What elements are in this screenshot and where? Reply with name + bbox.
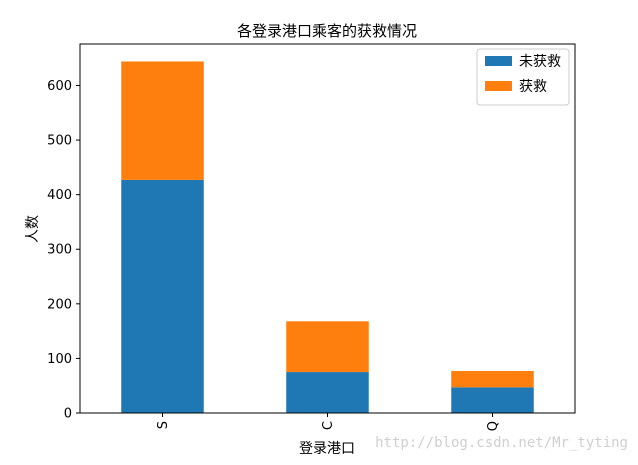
chart-title: 各登录港口乘客的获救情况 — [237, 22, 417, 40]
y-tick-label: 200 — [47, 297, 72, 312]
bar-S-series-1 — [121, 61, 204, 180]
bar-C-series-1 — [286, 321, 369, 373]
bar-C-series-0 — [286, 372, 369, 413]
legend-swatch-1 — [485, 81, 512, 91]
y-tick-label: 500 — [47, 134, 72, 149]
bars-layer — [121, 61, 534, 413]
legend-label-0: 未获救 — [519, 54, 561, 70]
bar-Q-series-0 — [451, 387, 534, 413]
x-tick-label: Q — [486, 421, 501, 431]
y-axis: 0 100 200 300 400 500 600 — [47, 79, 80, 422]
x-tick-label: C — [321, 421, 336, 430]
x-axis-label: 登录港口 — [299, 441, 355, 457]
y-axis-label: 人数 — [25, 215, 41, 243]
y-tick-label: 0 — [64, 407, 72, 422]
y-tick-label: 400 — [47, 188, 72, 203]
y-tick-label: 600 — [47, 79, 72, 94]
y-tick-label: 100 — [47, 352, 72, 367]
bar-S-series-0 — [121, 179, 204, 413]
legend-swatch-0 — [485, 56, 512, 66]
watermark-text: http://blog.csdn.net/Mr_tyting — [375, 435, 628, 451]
y-tick-label: 300 — [47, 243, 72, 258]
legend-label-1: 获救 — [519, 79, 547, 95]
x-tick-label: S — [156, 421, 171, 429]
bar-Q-series-1 — [451, 370, 534, 388]
